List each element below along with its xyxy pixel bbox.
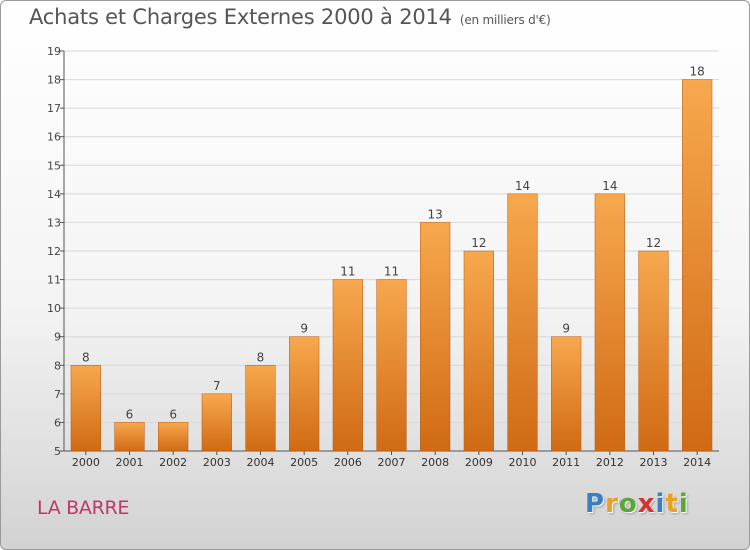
x-tick-label-2009: 2009 [465,456,493,469]
chart-subtitle: (en milliers d'€) [459,13,551,27]
bars [70,79,713,452]
logo-letter: r [605,489,619,519]
bar-2009 [463,250,494,452]
data-label-2009: 12 [471,236,486,250]
x-tick-label-2000: 2000 [72,456,100,469]
bar-2000 [70,365,101,452]
data-label-2014: 18 [690,65,705,79]
data-label-2002: 6 [169,407,177,421]
logo-letter: t [665,489,679,519]
y-tick-label: 10 [47,302,61,315]
commune-name: LA BARRE [37,497,130,519]
data-label-2005: 9 [300,322,308,336]
y-tick-label: 7 [54,388,61,401]
bar-2002 [158,422,189,452]
x-tick-label-2010: 2010 [509,456,537,469]
logo-letter: o [618,489,638,519]
bar-2012 [594,193,625,452]
data-label-2001: 6 [126,407,134,421]
y-tick-label: 12 [47,245,61,258]
data-label-2008: 13 [428,207,443,221]
x-tick-label-2003: 2003 [203,456,231,469]
data-label-2011: 9 [562,322,570,336]
data-label-2007: 11 [384,265,399,279]
logo-letter: x [637,489,656,519]
data-label-2012: 14 [602,179,617,193]
bar-2006 [332,279,363,452]
labels: 5 6 7 8 9 10 11 12 13 14 15 16 17 18 19 8 2000 6 2001 6 2002… [47,45,711,469]
x-tick-label-2014: 2014 [683,456,711,469]
data-label-2004: 8 [257,350,265,364]
y-tick-label: 13 [47,216,61,229]
y-tick-label: 14 [47,188,61,201]
x-tick-label-2013: 2013 [640,456,668,469]
bar-2011 [551,336,582,452]
y-tick-label: 8 [54,359,61,372]
x-tick-label-2012: 2012 [596,456,624,469]
data-label-2013: 12 [646,236,661,250]
bar-2003 [201,393,232,452]
y-tick-label: 5 [54,445,61,458]
logo-letter: P [585,489,606,519]
data-label-2003: 7 [213,379,221,393]
x-tick-label-2001: 2001 [116,456,144,469]
y-tick-label: 15 [47,159,61,172]
y-tick-label: 16 [47,131,61,144]
logo-letter: i [655,489,666,519]
y-tick-label: 17 [47,102,61,115]
y-tick-label: 9 [54,331,61,344]
x-tick-label-2006: 2006 [334,456,362,469]
logo-letter: i [678,489,689,519]
proxiti-logo: Proxiti [585,489,689,519]
bar-2007 [376,279,407,452]
bar-2013 [638,250,669,452]
y-tick-label: 18 [47,74,61,87]
x-tick-label-2002: 2002 [159,456,187,469]
chart-title-line: Achats et Charges Externes 2000 à 2014 (e… [29,5,551,29]
x-tick-label-2011: 2011 [552,456,580,469]
bar-2005 [289,336,320,452]
x-tick-label-2008: 2008 [421,456,449,469]
bar-2014 [682,79,713,452]
x-tick-label-2004: 2004 [247,456,275,469]
bar-2001 [114,422,145,452]
bar-2004 [245,365,276,452]
y-tick-label: 11 [47,274,61,287]
data-label-2010: 14 [515,179,530,193]
bar-2010 [507,193,538,452]
y-tick-label: 19 [47,45,61,58]
data-label-2000: 8 [82,350,90,364]
x-tick-label-2005: 2005 [290,456,318,469]
x-tick-label-2007: 2007 [378,456,406,469]
y-tick-label: 6 [54,416,61,429]
chart-title: Achats et Charges Externes 2000 à 2014 [29,5,452,29]
data-label-2006: 11 [340,265,355,279]
bar-2008 [420,222,451,452]
